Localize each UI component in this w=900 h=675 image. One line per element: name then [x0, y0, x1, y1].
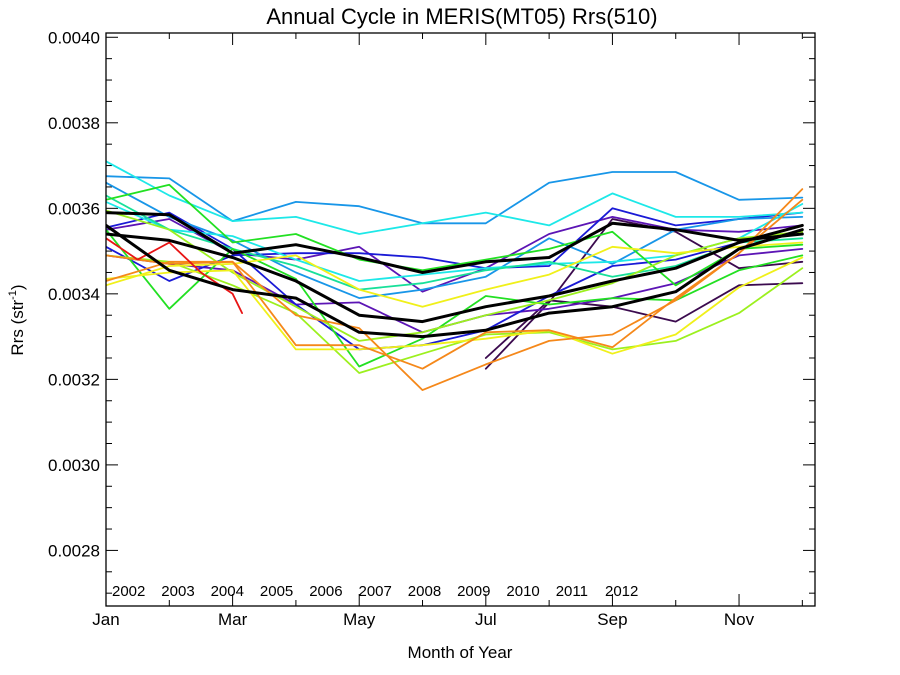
series-lines	[106, 160, 804, 392]
legend: 2002 2003 2004 2005 2006 2007 2008 2009 2010 2011…	[112, 583, 638, 600]
legend-entry: 2008	[408, 583, 441, 600]
legend-entry: 2005	[260, 583, 293, 600]
legend-entry: 2012	[605, 583, 638, 600]
y-tick-label: 0.0040	[48, 28, 100, 47]
year-series-line	[106, 237, 244, 315]
y-axis-label-base: Rrs (str	[8, 300, 27, 356]
year-series-line	[106, 183, 804, 287]
x-axis-label: Month of Year	[408, 643, 513, 662]
year-series-line	[106, 241, 804, 308]
y-tick-label: 0.0032	[48, 370, 100, 389]
y-tick-label: 0.0028	[48, 541, 100, 560]
x-tick-label: Nov	[724, 610, 755, 629]
year-series-line	[106, 254, 804, 374]
year-series-line	[106, 160, 804, 235]
y-tick-label: 0.0030	[48, 456, 100, 475]
legend-entry: 2009	[457, 583, 490, 600]
x-tick-label: Jul	[475, 610, 497, 629]
x-tick-label: Sep	[597, 610, 627, 629]
axis-ticks	[105, 33, 815, 606]
y-tick-label: 0.0038	[48, 114, 100, 133]
year-series-line	[106, 198, 804, 370]
y-axis-label-superscript: -1	[7, 290, 19, 300]
legend-entry: 2006	[309, 583, 342, 600]
y-axis-label: Rrs (str-1)	[7, 284, 27, 355]
legend-entry: 2002	[112, 583, 145, 600]
x-tick-label: Mar	[218, 610, 248, 629]
y-axis-label-close: )	[8, 284, 27, 290]
year-series-line	[106, 181, 804, 300]
year-series-line	[106, 228, 804, 368]
plot-area	[106, 160, 804, 392]
mean-series-line	[106, 211, 804, 274]
x-tick-label: Jan	[92, 610, 119, 629]
mean-series-line	[106, 223, 804, 339]
plot-frame	[105, 32, 816, 607]
y-tick-label: 0.0034	[48, 285, 100, 304]
legend-entry: 2003	[161, 583, 194, 600]
legend-entry: 2007	[359, 583, 392, 600]
year-series-line	[106, 211, 804, 351]
legend-entry: 2004	[211, 583, 244, 600]
chart-title: Annual Cycle in MERIS(MT05) Rrs(510)	[266, 4, 657, 29]
year-series-line	[106, 171, 804, 225]
legend-entry: 2010	[506, 583, 539, 600]
x-tick-label: May	[343, 610, 376, 629]
mean-series-line	[106, 223, 804, 324]
y-tick-label: 0.0036	[48, 199, 100, 218]
year-series-line	[106, 256, 804, 355]
legend-entry: 2011	[556, 583, 588, 600]
tick-labels: Jan Mar May Jul Sep Nov 0.0028 0.0030 0.0032 0.00…	[48, 28, 755, 629]
